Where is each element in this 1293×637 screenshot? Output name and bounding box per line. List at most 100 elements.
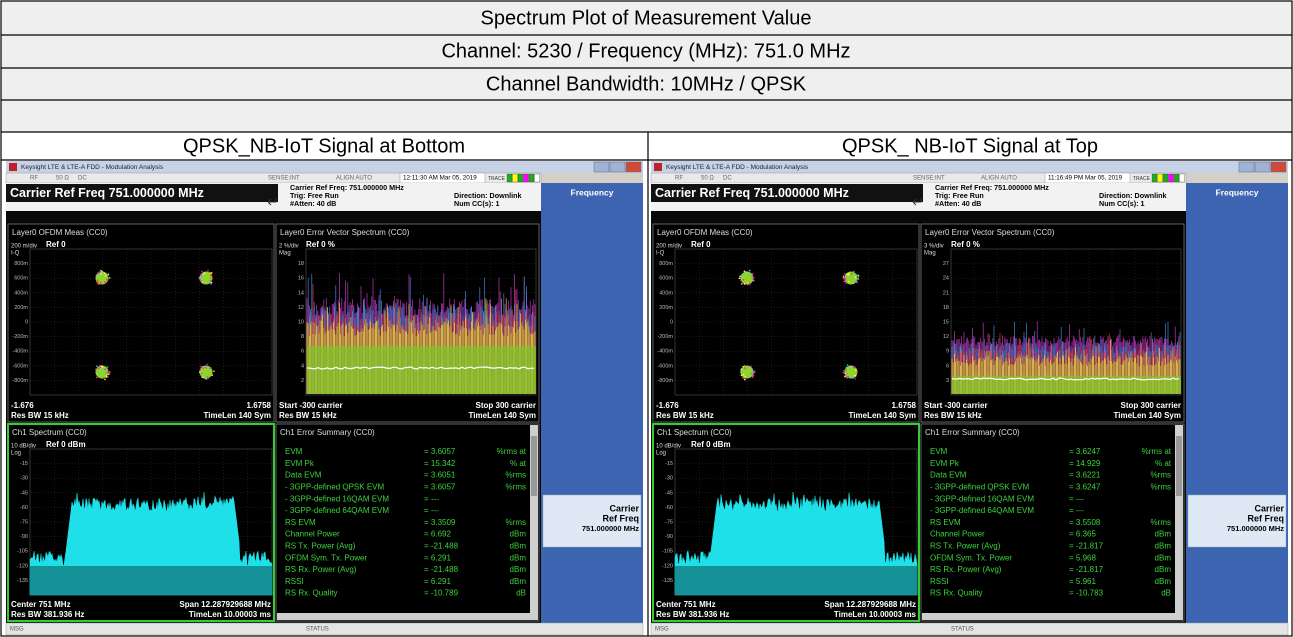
toolbar-item: RF [675,176,683,182]
constellation-point [753,277,755,279]
constellation-point [856,371,858,373]
summary-cell: %rms [1151,518,1171,527]
ref-label: Ref 0 % [951,240,980,249]
axis-unit: Mag [924,251,936,257]
app-icon [654,163,662,171]
toolbar-item: ALIGN AUTO [336,176,372,182]
panel [653,224,919,422]
footer-label: 1.6758 [247,401,272,410]
constellation-point [843,281,845,283]
constellation-point [844,376,846,378]
y-tick-label: 14 [298,290,304,296]
constellation-point [848,274,850,276]
y-tick-label: 21 [943,290,949,296]
footer-label: TimeLen 140 Sym [1114,411,1181,420]
constellation-point [96,377,98,379]
constellation-point [742,366,744,368]
scrollbar-thumb[interactable] [531,436,537,496]
scrollbar-thumb[interactable] [1176,436,1182,496]
toolbar-item: 50 Ω [701,176,714,182]
summary-cell: = -21.488 [424,542,459,551]
summary-cell: RS Tx. Power (Avg) [930,542,1001,551]
constellation-point [198,277,200,279]
softkey-menu-title: Frequency [1216,187,1259,197]
constellation-point [104,378,106,380]
axis-unit: I-Q [11,251,20,257]
constellation-point [744,283,746,285]
summary-cell: = 6.291 [424,577,451,586]
constellation-point [109,277,111,279]
constellation-point [98,368,100,370]
constellation-point [100,273,102,275]
footer-label: -1.676 [656,401,679,410]
trace-indicator [1169,174,1174,182]
window-button [594,162,609,172]
trace-label: TRACE [488,176,506,182]
constellation-point [107,275,109,277]
footer-label: TimeLen 140 Sym [849,411,916,420]
footer-label: Center 751 MHz [656,600,716,609]
constellation-point [210,367,212,369]
summary-cell: OFDM Sym. Tx. Power [285,553,367,562]
trace-indicator [1180,174,1185,182]
hscrollbar [277,613,530,620]
y-tick-label: -15 [20,461,28,467]
constellation-point [210,275,212,277]
y-tick-label: 400m [14,290,28,296]
num-cc: Num CC(s): 1 [454,199,500,208]
ref-label: Ref 0 [691,240,711,249]
scale-label: 200 m/div [11,244,37,250]
y-tick-label: -135 [662,578,673,584]
summary-cell: = 3.6221 [1069,471,1101,480]
constellation-point [101,271,103,273]
table-title: Spectrum Plot of Measurement Value [481,7,812,29]
analyzer-screenshot: Keysight LTE & LTE-A FDD - Modulation An… [6,161,643,635]
panel-title: Layer0 Error Vector Spectrum (CC0) [280,228,410,237]
toolbar-item: DC [78,176,87,182]
footer-label: Res BW 15 kHz [656,411,714,420]
constellation-point [752,370,754,372]
constellation-point [741,283,743,285]
summary-cell: RSSI [285,577,304,586]
y-tick-label: -135 [17,578,28,584]
constellation-point [846,376,848,378]
footer-label: Res BW 381.936 Hz [656,610,729,619]
scale-label: 200 m/div [656,244,682,250]
constellation-point [844,373,846,375]
status-label: STATUS [306,627,329,633]
summary-cell: EVM [285,447,303,456]
constellation-point [201,280,203,282]
trace-indicator [1174,174,1179,182]
constellation-point [108,373,110,375]
constellation-point [744,376,746,378]
constellation-point [107,366,109,368]
constellation-point [744,367,746,369]
constellation-point [740,371,742,373]
constellation-point [742,377,744,379]
toolbar-item: RF [30,176,38,182]
footer-label: TimeLen 10.00003 ms [189,610,272,619]
status-label: STATUS [951,627,974,633]
summary-cell: = 15.342 [424,459,456,468]
axis-unit: Log [656,451,666,457]
constellation-point [100,270,102,272]
constellation-point [753,280,755,282]
scale-label: 3 %/div [924,244,944,250]
summary-cell: EVM [930,447,948,456]
constellation-point [199,371,201,373]
y-tick-label: 800m [659,261,673,267]
footer-label: Start -300 carrier [924,401,988,410]
constellation-point [210,277,212,279]
y-tick-label: -105 [17,549,28,555]
constellation-point [108,273,110,275]
status-label: MSG [655,627,669,633]
summary-cell: Data EVM [285,471,322,480]
panel-title: Layer0 Error Vector Spectrum (CC0) [925,228,1055,237]
column-header: QPSK_ NB-IoT Signal at Top [842,135,1098,157]
constellation-point [744,365,746,367]
constellation-point [739,275,741,277]
constellation-point [199,279,201,281]
trace-indicator [524,174,529,182]
y-tick-label: -600m [12,363,28,369]
constellation-point [202,274,204,276]
